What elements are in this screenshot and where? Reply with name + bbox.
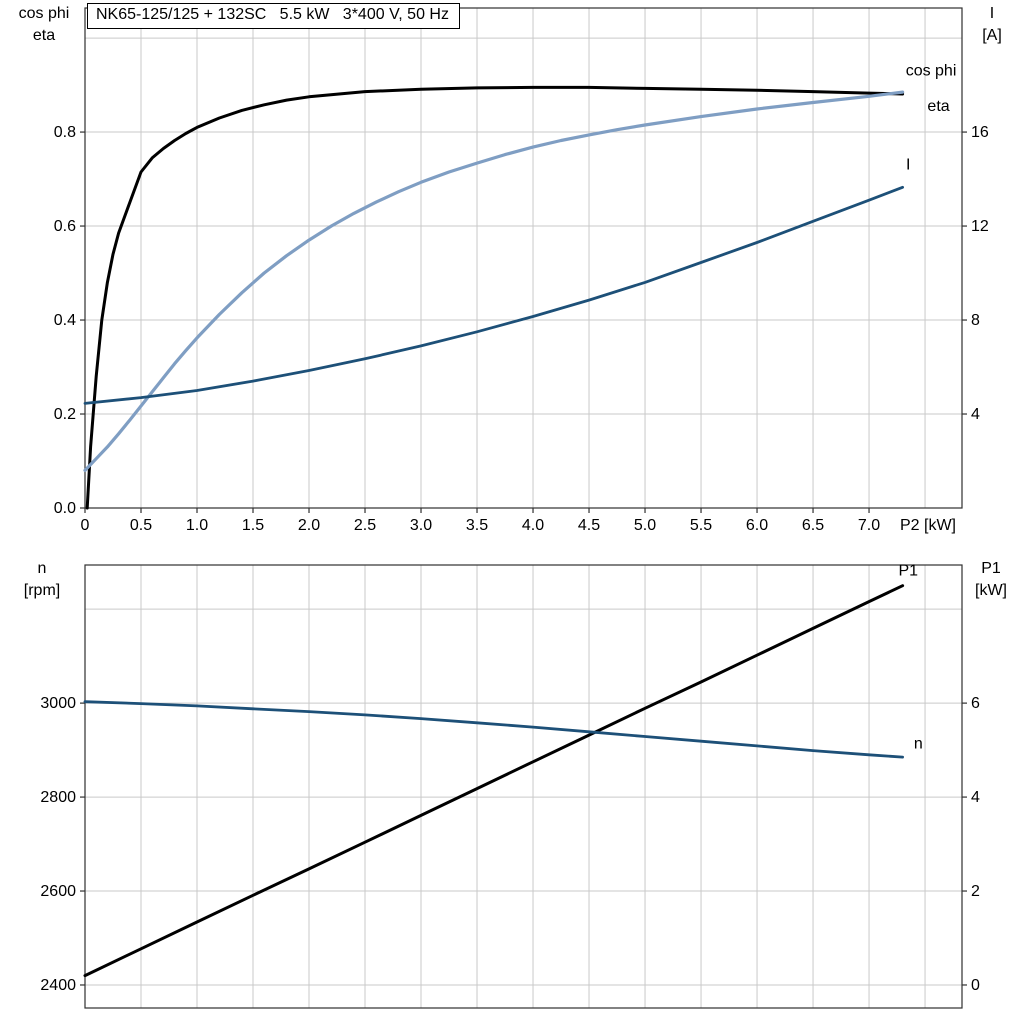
y-left-tick-label: 0.0 [54, 500, 76, 517]
x-tick-label: 2.5 [354, 517, 376, 534]
curve-label-P1: P1 [898, 562, 918, 579]
axis-title-current-unit: [A] [982, 27, 1002, 44]
x-tick-label: 0 [81, 517, 90, 534]
x-tick-label: 4.0 [522, 517, 544, 534]
plot-frame [84, 7, 963, 509]
curve-label-eta: eta [927, 98, 949, 115]
y-right-tick-label: 4 [971, 406, 980, 423]
x-tick-label: 4.5 [578, 517, 600, 534]
x-tick-label: 7.0 [858, 517, 880, 534]
axis-title-power-unit: [kW] [975, 582, 1007, 599]
x-tick-label: 3.5 [466, 517, 488, 534]
plot-frame [84, 564, 963, 1009]
axis-title-cosphi-eta: cos phi eta [2, 3, 86, 47]
y-left-tick-label: 0.2 [54, 406, 76, 423]
curve-label-n: n [914, 736, 923, 753]
y-right-tick-label: 2 [971, 883, 980, 900]
x-tick-label: 5.5 [690, 517, 712, 534]
y-left-tick-label: 0.6 [54, 218, 76, 235]
y-right-tick-label: 4 [971, 789, 980, 806]
axis-title-speed-unit: [rpm] [23, 582, 61, 599]
curve-cos-phi [83, 90, 905, 472]
y-left-tick-label: 2600 [40, 883, 76, 900]
curve-eta [85, 85, 905, 510]
axis-title-speed-symbol: n [37, 560, 47, 577]
x-tick-label: 2.0 [298, 517, 320, 534]
curve-label-I: I [906, 157, 910, 174]
x-axis-label: P2 [kW] [900, 517, 956, 534]
x-tick-label: 1.5 [242, 517, 264, 534]
y-left-tick-label: 3000 [40, 695, 76, 712]
curve-n [83, 700, 904, 759]
y-left-tick-label: 0.4 [54, 312, 76, 329]
x-tick-label: 5.0 [634, 517, 656, 534]
y-right-tick-label: 6 [971, 695, 980, 712]
x-tick-label: 6.5 [802, 517, 824, 534]
x-tick-label: 6.0 [746, 517, 768, 534]
axis-title-eta: eta [32, 27, 56, 44]
y-right-tick-label: 16 [971, 124, 989, 141]
x-tick-label: 3.0 [410, 517, 432, 534]
axis-title-current: I [A] [962, 3, 1022, 47]
y-right-tick-label: 12 [971, 218, 989, 235]
curve-P1 [83, 584, 905, 978]
y-right-tick-label: 8 [971, 312, 980, 329]
axis-title-cosphi: cos phi [18, 5, 70, 22]
curve-label-cos-phi: cos phi [906, 63, 957, 80]
axis-title-power: P1 [kW] [960, 558, 1022, 602]
curve-I [83, 185, 904, 405]
x-tick-label: 0.5 [130, 517, 152, 534]
y-left-tick-label: 2400 [40, 977, 76, 994]
y-right-tick-label: 0 [971, 977, 980, 994]
y-left-tick-label: 2800 [40, 789, 76, 806]
chart-title: NK65-125/125 + 132SC 5.5 kW 3*400 V, 50 … [87, 3, 460, 29]
axis-title-speed: n [rpm] [4, 558, 80, 602]
axis-title-power-symbol: P1 [981, 560, 1001, 577]
y-left-tick-label: 0.8 [54, 124, 76, 141]
axis-title-current-symbol: I [989, 5, 995, 22]
x-tick-label: 1.0 [186, 517, 208, 534]
